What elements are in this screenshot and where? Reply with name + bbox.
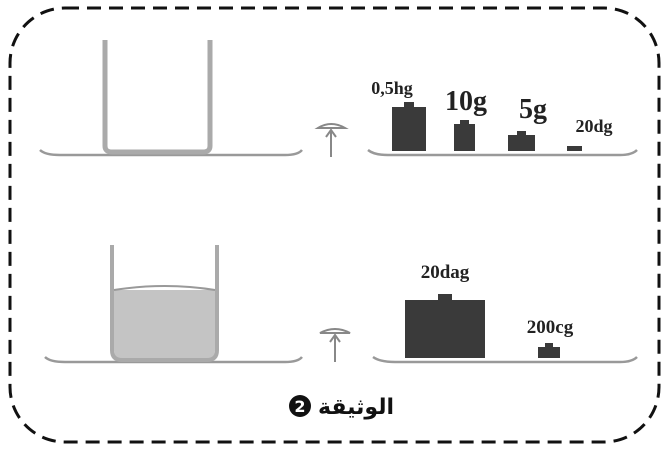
caption-badge	[289, 395, 311, 417]
weight-label: 5g	[519, 94, 547, 125]
weight-label: 0,5hg	[371, 78, 413, 98]
bottom-scale	[44, 245, 638, 364]
weight-label: 20dg	[575, 116, 612, 136]
caption: الوثيقة	[318, 395, 394, 420]
weight-label: 10g	[445, 86, 487, 117]
frame	[8, 6, 661, 444]
top-scale	[39, 40, 638, 157]
weight-label: 20dag	[421, 262, 470, 283]
weight-label: 200cg	[527, 317, 574, 338]
caption-number: 2	[294, 397, 305, 416]
